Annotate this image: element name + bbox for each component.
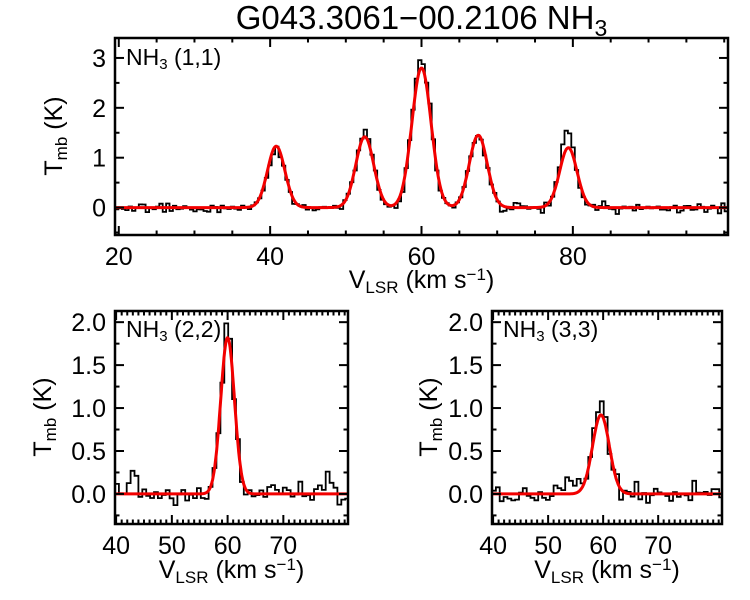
x-tick-label: 50 xyxy=(158,532,186,560)
spectrum-histogram-nh3-33 xyxy=(492,400,722,504)
y-tick-label: 0.5 xyxy=(71,438,106,466)
fit-curve-nh3-33 xyxy=(491,413,723,496)
fit-curve-nh3-11 xyxy=(114,66,729,210)
y-tick-label: 3 xyxy=(92,45,106,73)
panel-label-nh3-22: NH3 (2,2) xyxy=(126,316,222,345)
panel-frame-nh3-22 xyxy=(113,309,350,526)
x-tick-label: 60 xyxy=(214,532,242,560)
fit-curve-nh3-22 xyxy=(114,336,349,496)
y-tick-label: 1.5 xyxy=(448,352,483,380)
y-tick-label: 1.0 xyxy=(71,395,106,423)
y-axis-label-top: Tmb (K) xyxy=(40,96,71,176)
x-tick-label: 40 xyxy=(479,532,507,560)
panel-label-nh3-33: NH3 (3,3) xyxy=(503,316,599,345)
y-tick-label: 1.5 xyxy=(71,352,106,380)
y-tick-label: 0 xyxy=(92,195,106,223)
panel-frame-nh3-33 xyxy=(490,309,724,526)
y-tick-label: 2.0 xyxy=(71,309,106,337)
x-tick-label: 80 xyxy=(559,243,587,271)
x-tick-label: 50 xyxy=(534,532,562,560)
y-tick-label: 0.5 xyxy=(448,438,483,466)
y-tick-label: 1.0 xyxy=(448,395,483,423)
x-tick-label: 20 xyxy=(105,243,133,271)
y-tick-label: 2.0 xyxy=(448,309,483,337)
spectrum-histogram-nh3-11 xyxy=(115,59,728,215)
x-tick-label: 60 xyxy=(408,243,436,271)
y-axis-label-bottom-left: Tmb (K) xyxy=(29,377,60,457)
x-axis-label-bottom-left: VLSR (km s−1) xyxy=(158,555,305,587)
x-tick-label: 70 xyxy=(644,532,672,560)
figure-title-subscript: 3 xyxy=(594,15,608,41)
figure-title-text: G043.3061−00.2106 NH xyxy=(235,0,595,36)
panel-label-nh3-11: NH3 (1,1) xyxy=(126,44,222,73)
y-tick-label: 2 xyxy=(92,95,106,123)
x-axis-label-bottom-right: VLSR (km s−1) xyxy=(534,555,680,587)
y-tick-label: 0.0 xyxy=(71,481,106,509)
y-tick-label: 1 xyxy=(92,145,106,173)
x-axis-label-top: VLSR (km s−1) xyxy=(348,265,495,297)
x-tick-label: 40 xyxy=(256,243,284,271)
x-tick-label: 70 xyxy=(269,532,297,560)
figure-title: G043.3061−00.2106 NH3 xyxy=(115,0,728,41)
x-tick-label: 40 xyxy=(102,532,130,560)
y-axis-label-bottom-right: Tmb (K) xyxy=(415,377,446,457)
y-tick-label: 0.0 xyxy=(448,481,483,509)
x-tick-label: 60 xyxy=(589,532,617,560)
